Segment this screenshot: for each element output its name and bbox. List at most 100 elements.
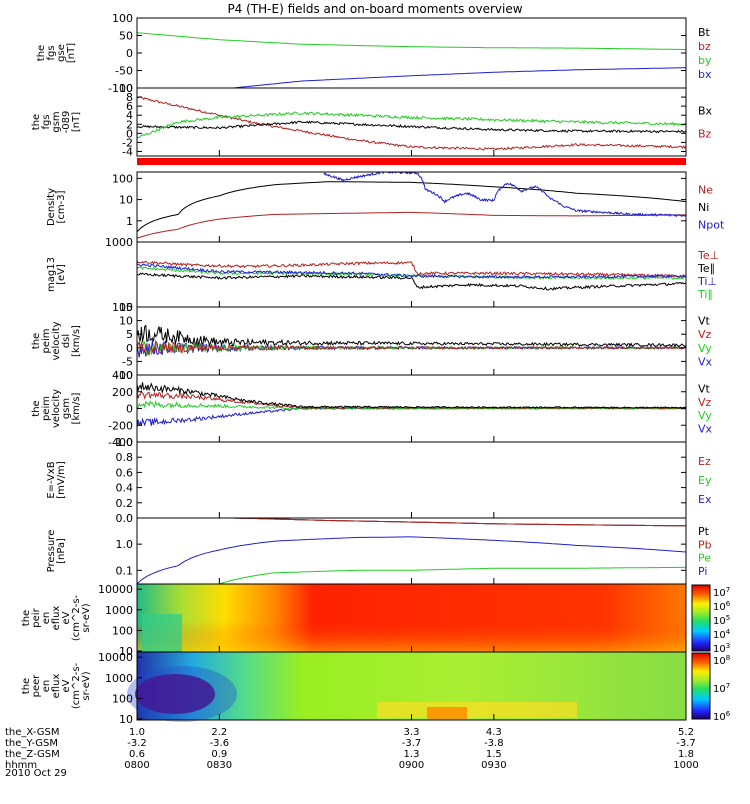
panel-velocity-dsl: 151050-5-10thepeimvelocitydsl[km/s]VtVzV… bbox=[31, 301, 713, 382]
y-tick-label: -5 bbox=[122, 355, 133, 368]
date-label: 2010 Oct 29 bbox=[5, 768, 67, 779]
y-tick-label: 6 bbox=[126, 100, 133, 113]
y-tick-label: 0.2 bbox=[116, 497, 134, 510]
y-tick-label: -10 bbox=[115, 369, 133, 382]
y-tick-label: 100 bbox=[112, 172, 133, 185]
y-tick-label: 0.6 bbox=[116, 466, 134, 479]
y-axis-label: thefgsgse[nT] bbox=[36, 43, 77, 63]
fgs-bar-red bbox=[137, 158, 686, 165]
line-panels: 100500-50-100thefgsgse[nT]Btbzbybx108642… bbox=[31, 12, 725, 585]
panel-frame bbox=[136, 441, 687, 519]
colorbar-tick-label: 106 bbox=[713, 710, 731, 723]
electron-spectrogram-halo bbox=[127, 666, 237, 722]
series-group bbox=[137, 324, 686, 358]
y-axis-label-line: the bbox=[31, 333, 42, 349]
y-axis-label-line: (cm^2-s- bbox=[71, 594, 82, 641]
y-axis-label: Density[cm-3] bbox=[46, 188, 67, 226]
colorbar-tick-exponent: 6 bbox=[726, 600, 731, 608]
legend-Bt: Bt bbox=[698, 26, 711, 39]
legend-Vt: Vt bbox=[698, 382, 711, 395]
x-axis-value-label: 4.3 bbox=[486, 727, 502, 738]
y-tick-label: 2 bbox=[126, 118, 133, 131]
colorbar-tick-exponent: 3 bbox=[726, 642, 730, 650]
legend-Ez: Ez bbox=[698, 455, 711, 468]
y-axis-label-line: velocity bbox=[51, 321, 62, 360]
y-tick-label: 0 bbox=[126, 342, 133, 355]
y-tick-label: 1000 bbox=[105, 672, 133, 685]
series-Npot-line bbox=[323, 172, 686, 218]
y-tick-label: -2 bbox=[122, 136, 133, 149]
colorbar-tick-exponent: 6 bbox=[726, 710, 731, 718]
x-axis-value-label: 2.2 bbox=[211, 727, 227, 738]
series-Bx-line bbox=[137, 120, 686, 134]
series-by-line bbox=[137, 32, 686, 50]
series-Ti⊥-line bbox=[137, 263, 686, 280]
y-tick-label: 0 bbox=[126, 403, 133, 416]
y-tick-label: -400 bbox=[108, 436, 133, 449]
y-axis-label: mag13[eV] bbox=[46, 257, 67, 292]
x-axis-value-label: -3.2 bbox=[127, 738, 147, 749]
y-tick-label: 200 bbox=[112, 386, 133, 399]
y-axis-label-line: dsl bbox=[61, 334, 72, 348]
colorbar-tick-base: 10 bbox=[713, 616, 726, 627]
y-tick-label: 10 bbox=[119, 82, 133, 95]
legend-Pb: Pb bbox=[698, 538, 712, 551]
series-group bbox=[137, 32, 686, 88]
y-tick-label: 10 bbox=[119, 713, 133, 726]
y-tick-label: 50 bbox=[119, 30, 133, 43]
colorbar-tick-exponent: 5 bbox=[726, 614, 730, 622]
series-group bbox=[137, 96, 686, 151]
y-tick-label: 0.8 bbox=[116, 451, 134, 464]
legend-Te∥: Te∥ bbox=[697, 262, 715, 275]
y-axis-label-line: peim bbox=[41, 328, 52, 353]
y-axis-label: thepeerenefluxeV(cm^2-s-sr-eV) bbox=[21, 662, 92, 709]
x-axis-value-label: -3.8 bbox=[484, 738, 504, 749]
y-axis-label-line: Density bbox=[46, 188, 57, 226]
y-axis-label-line: sr-eV) bbox=[81, 671, 92, 700]
legend-Vz: Vz bbox=[698, 396, 712, 409]
colorbar-tick-label: 108 bbox=[713, 654, 730, 667]
legend-Bx: Bx bbox=[698, 105, 713, 118]
y-axis-label-line: the bbox=[21, 610, 32, 626]
y-axis-label-line: fgs bbox=[41, 114, 52, 129]
series-Vx-line bbox=[137, 406, 686, 428]
electron-spectrogram-band bbox=[377, 702, 577, 718]
y-tick-label: 10000 bbox=[98, 583, 133, 596]
legend-Ti⊥: Ti⊥ bbox=[697, 275, 717, 288]
colorbar-tick-label: 103 bbox=[713, 642, 730, 655]
y-axis-label-line: peer bbox=[31, 674, 42, 698]
series-Pb-line bbox=[233, 518, 686, 527]
y-tick-label: 0.0 bbox=[116, 512, 134, 525]
colorbar-tick-base: 10 bbox=[713, 684, 726, 695]
x-axis-value-label: 1.8 bbox=[678, 749, 694, 760]
colorbar-tick-base: 10 bbox=[713, 712, 726, 723]
y-tick-label: 100 bbox=[112, 301, 133, 314]
y-axis-label-line: en bbox=[41, 680, 52, 693]
plot-title: P4 (TH-E) fields and on-board moments ov… bbox=[227, 2, 522, 16]
legend-Te⊥: Te⊥ bbox=[697, 249, 719, 262]
y-tick-label: 10 bbox=[119, 645, 133, 658]
y-tick-label: 1.0 bbox=[116, 538, 134, 551]
y-tick-label: 0 bbox=[126, 47, 133, 60]
panel-frame bbox=[136, 517, 687, 585]
y-tick-label: -100 bbox=[108, 82, 133, 95]
y-axis-label-line: gsm bbox=[51, 111, 62, 132]
colorbar-tick-base: 10 bbox=[713, 588, 726, 599]
colorbar-tick-label: 107 bbox=[713, 682, 730, 695]
y-tick-label: 10 bbox=[119, 194, 133, 207]
x-axis-value-label: 0.6 bbox=[129, 749, 145, 760]
series-group bbox=[137, 172, 686, 239]
y-tick-label: 4 bbox=[126, 109, 133, 122]
legend-bz: bz bbox=[698, 40, 711, 53]
legend-by: by bbox=[698, 54, 712, 67]
y-tick-label: 1.0 bbox=[116, 436, 134, 449]
y-axis-label-line: [nPa] bbox=[56, 538, 67, 564]
panel-temperature: 1000 100 mag13[eV] Te⊥Te∥Ti⊥Ti∥ bbox=[46, 236, 719, 314]
x-axis-value-label: 0930 bbox=[481, 760, 506, 771]
y-axis-label-line: -089 bbox=[61, 111, 72, 134]
colorbar bbox=[691, 652, 711, 720]
y-tick-label: -200 bbox=[108, 419, 133, 432]
